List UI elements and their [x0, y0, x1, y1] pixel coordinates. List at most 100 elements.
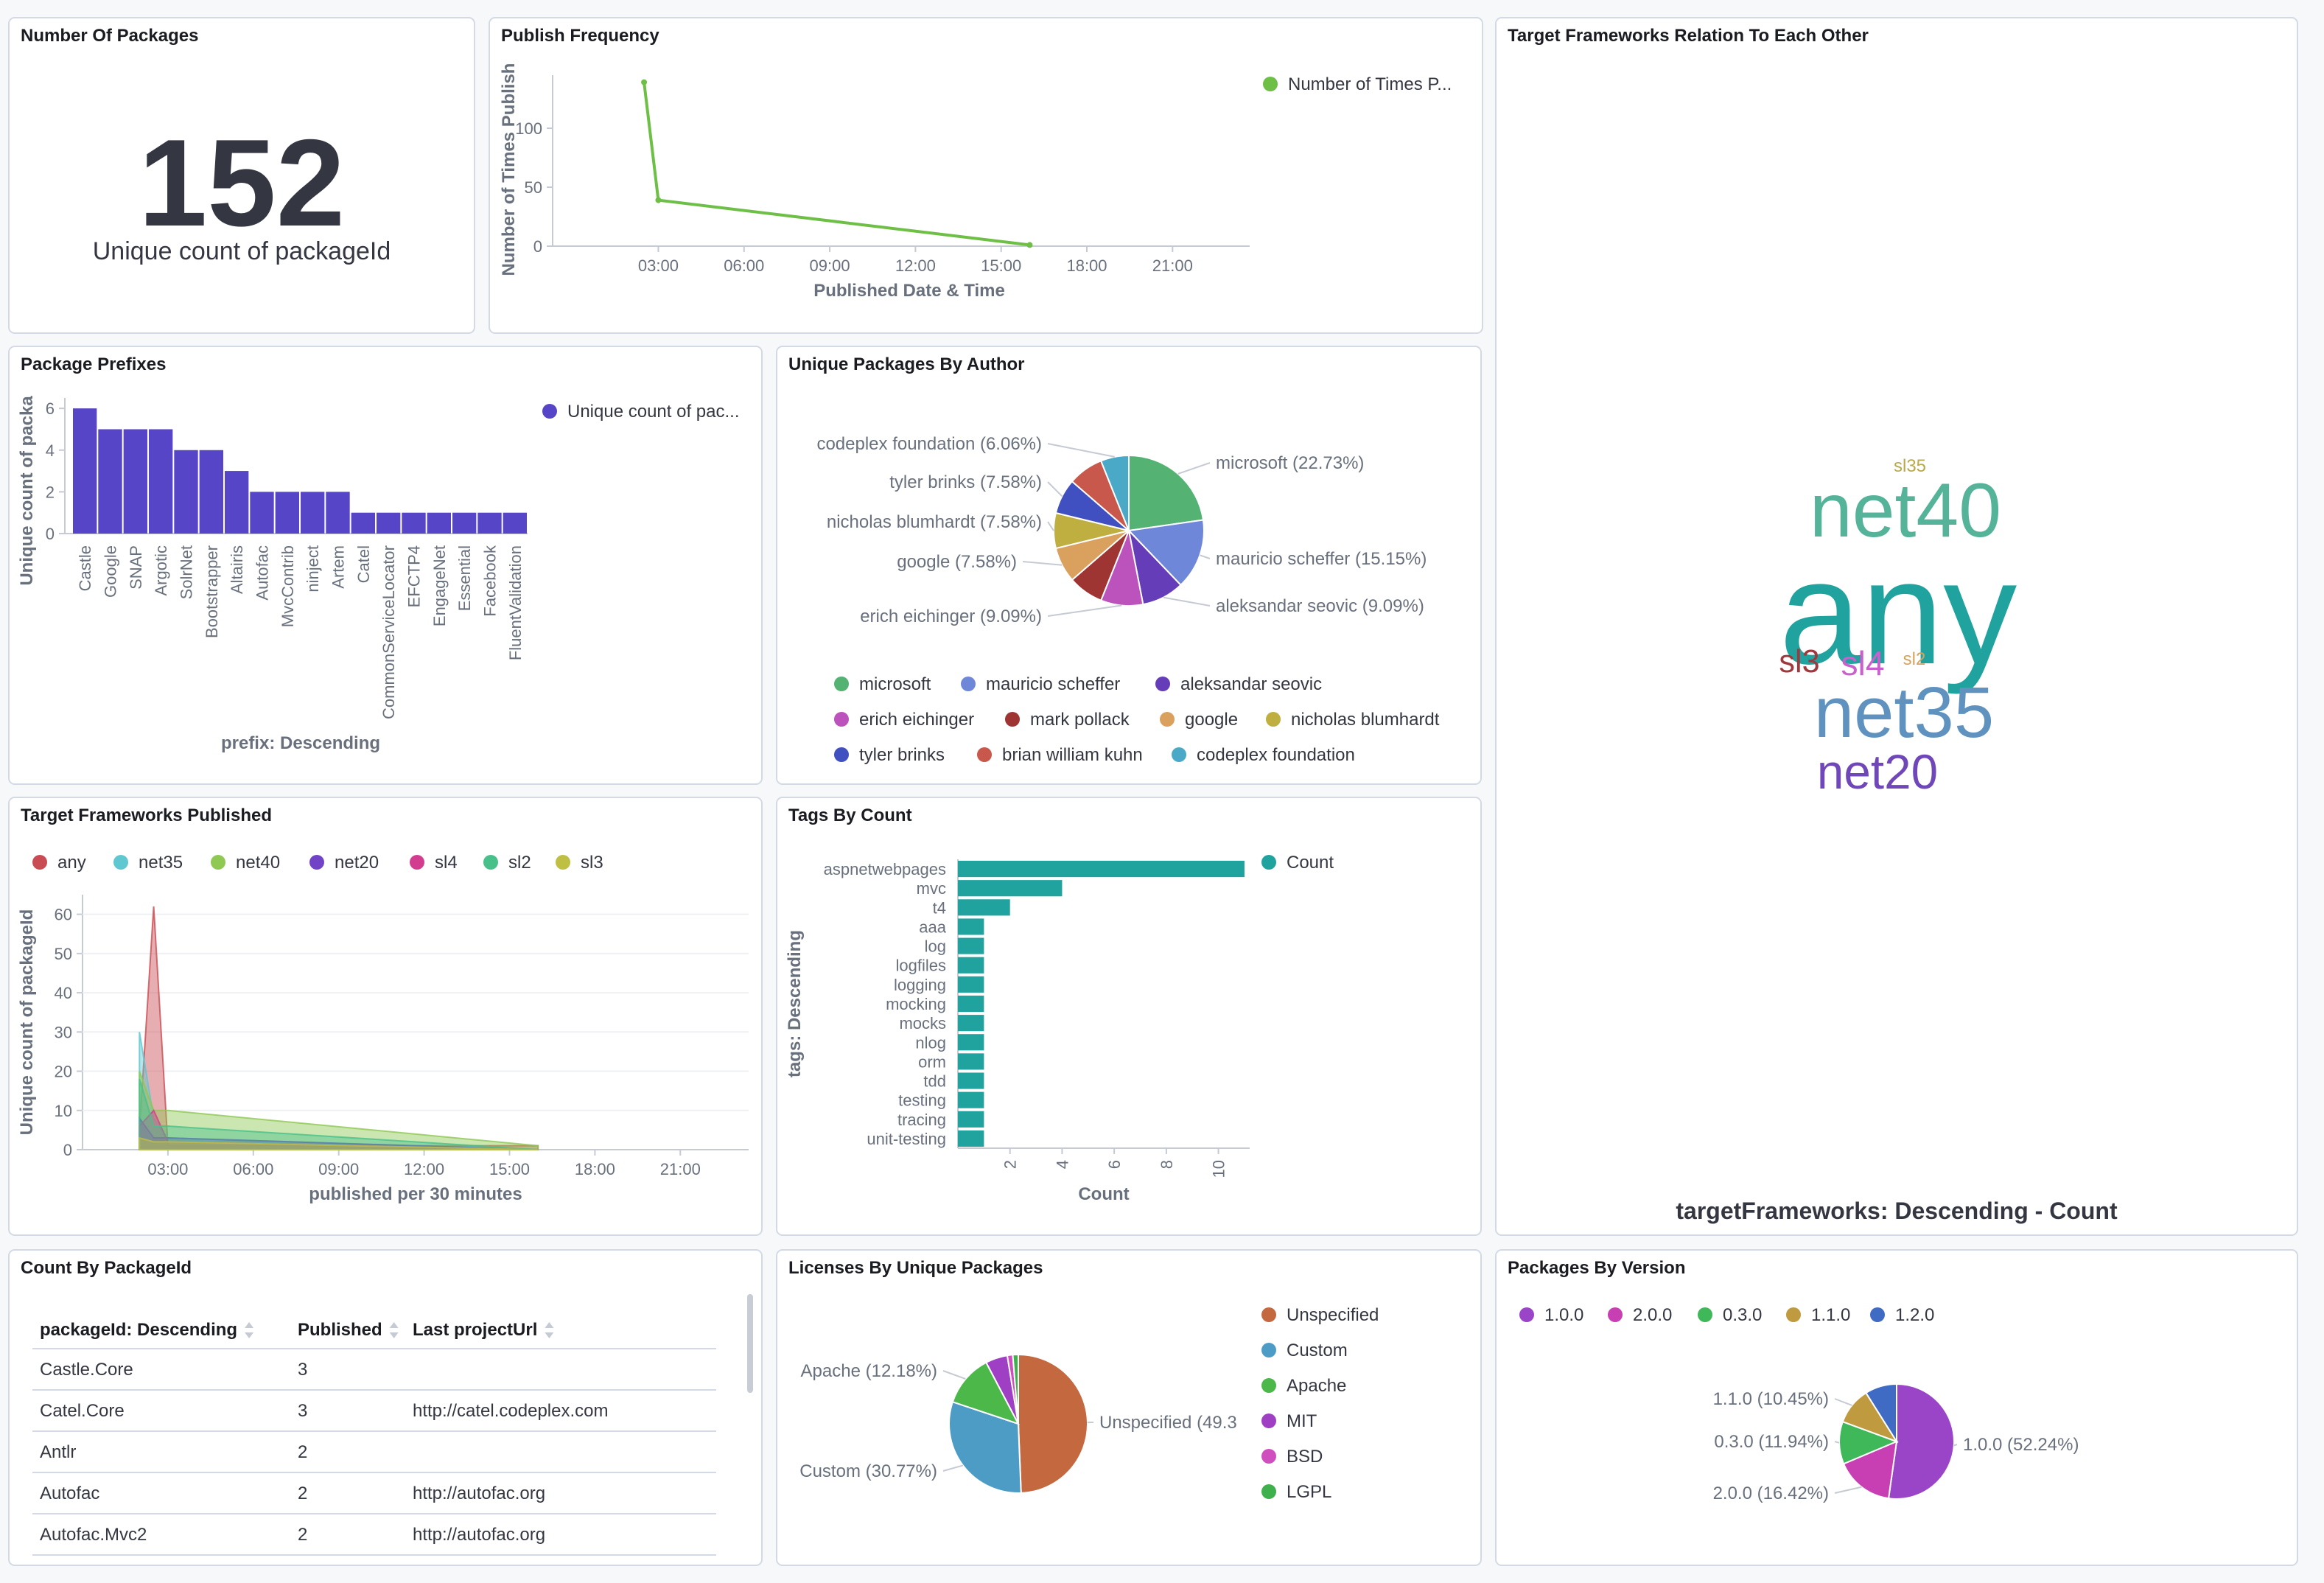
pie-slice [1127, 519, 1205, 587]
panel-title: Count By PackageId [21, 1258, 192, 1278]
slice-label: aleksandar seovic (9.09%) [1216, 596, 1424, 616]
legend-label: Count [1287, 853, 1334, 873]
slice-label: mauricio scheffer (15.15%) [1216, 549, 1427, 569]
bar [958, 1015, 984, 1032]
legend-label: LGPL [1287, 1482, 1331, 1502]
legend-swatch [1261, 1307, 1276, 1322]
legend-swatch [483, 855, 498, 870]
legend-swatch [1261, 1413, 1276, 1428]
bar [958, 861, 1245, 878]
slice-label: Custom (30.77%) [799, 1461, 937, 1481]
tag-word: sl35 [1894, 456, 1926, 476]
column-header: Last projectUrl [413, 1320, 537, 1340]
legend-swatch [1261, 1484, 1276, 1499]
column-header: Published [298, 1320, 382, 1340]
legend-label: sl4 [435, 853, 458, 873]
bar [958, 1072, 984, 1089]
bar [402, 512, 426, 534]
bar [427, 512, 451, 534]
leader-line [1047, 443, 1115, 458]
pie-slice [1865, 1383, 1897, 1444]
x-tick-label: Google [102, 545, 120, 598]
metric-label: Unique count of packageId [93, 237, 391, 265]
point [1026, 242, 1033, 248]
bar [174, 450, 198, 534]
leader-line [1834, 1486, 1862, 1494]
panel-title: Target Frameworks Published [21, 806, 272, 825]
legend-swatch [1261, 855, 1276, 870]
y-axis-title: Unique count of packageId [17, 909, 37, 1136]
table-cell: 3 [298, 1401, 307, 1421]
slice-label: Apache (12.18%) [801, 1361, 937, 1381]
legend-swatch [834, 747, 849, 762]
legend-swatch [1261, 1378, 1276, 1393]
panel [1495, 17, 2298, 1236]
legend-swatch [1005, 712, 1020, 727]
x-tick-label: 06:00 [233, 1160, 273, 1178]
bar [98, 429, 122, 534]
sort-icon [545, 1322, 554, 1338]
legend-label: erich eichinger [859, 710, 974, 730]
x-tick-label: 6 [1105, 1160, 1124, 1169]
legend-label: Custom [1287, 1341, 1348, 1360]
x-tick-label: ninject [304, 545, 322, 593]
y-tick-label: unit-testing [867, 1130, 946, 1148]
x-tick-label: 06:00 [724, 256, 764, 275]
x-tick-label: Bootstrapper [203, 545, 221, 638]
legend-label: net35 [139, 853, 183, 873]
legend-swatch [1608, 1307, 1623, 1322]
legend-swatch [113, 855, 128, 870]
table-cell: 2 [298, 1525, 307, 1545]
table-cell: http://catel.codeplex.com [413, 1401, 608, 1421]
y-tick-label: testing [898, 1091, 946, 1110]
panel-title: Number Of Packages [21, 26, 198, 46]
panel [8, 797, 763, 1236]
legend-label: 2.0.0 [1633, 1305, 1672, 1325]
point [641, 79, 648, 85]
slice-label: 0.3.0 (11.94%) [1714, 1432, 1829, 1452]
bar [958, 918, 984, 935]
y-tick-label: 4 [46, 441, 55, 460]
legend-label: nicholas blumhardt [1291, 710, 1440, 730]
legend-swatch [1519, 1307, 1534, 1322]
pie-slice [1842, 1440, 1898, 1500]
table-cell: http://autofac.org [413, 1484, 545, 1503]
legend-swatch [1261, 1449, 1276, 1464]
y-tick-label: 0 [63, 1141, 72, 1159]
leader-line [1953, 1444, 1958, 1447]
x-tick-label: CommonServiceLocator [379, 545, 398, 719]
y-tick-label: logfiles [896, 957, 946, 975]
legend-label: sl3 [581, 853, 603, 873]
slice-label: 1.1.0 (10.45%) [1713, 1389, 1829, 1409]
panel [776, 797, 1482, 1236]
legend-swatch [834, 712, 849, 727]
tag-word: net35 [1814, 672, 1994, 752]
bar [958, 880, 1063, 897]
y-tick-label: 100 [515, 119, 542, 138]
panel-title: Unique Packages By Author [788, 354, 1025, 374]
legend-swatch [211, 855, 225, 870]
tag-word: sl3 [1779, 644, 1819, 679]
bar [123, 429, 147, 534]
legend-swatch [556, 855, 570, 870]
y-tick-label: mocking [886, 995, 946, 1013]
leader-line [1163, 596, 1211, 607]
x-axis-title: published per 30 minutes [309, 1184, 522, 1204]
x-tick-label: SNAP [127, 545, 145, 590]
x-tick-label: 09:00 [318, 1160, 359, 1178]
legend-swatch [1266, 712, 1281, 727]
column-header: packageId: Descending [40, 1320, 237, 1340]
x-tick-label: 21:00 [1152, 256, 1193, 275]
bar [958, 957, 984, 974]
y-tick-label: aaa [919, 918, 946, 936]
y-tick-label: 20 [55, 1063, 72, 1081]
bar [503, 512, 527, 534]
slice-label: nicholas blumhardt (7.58%) [827, 512, 1042, 532]
bar [149, 429, 173, 534]
y-tick-label: 0 [533, 237, 542, 256]
panel-title: Licenses By Unique Packages [788, 1258, 1043, 1278]
pie-slice [948, 1400, 1022, 1494]
bar [275, 492, 299, 534]
x-tick-label: EFCTP4 [405, 545, 424, 607]
x-tick-label: 03:00 [147, 1160, 188, 1178]
